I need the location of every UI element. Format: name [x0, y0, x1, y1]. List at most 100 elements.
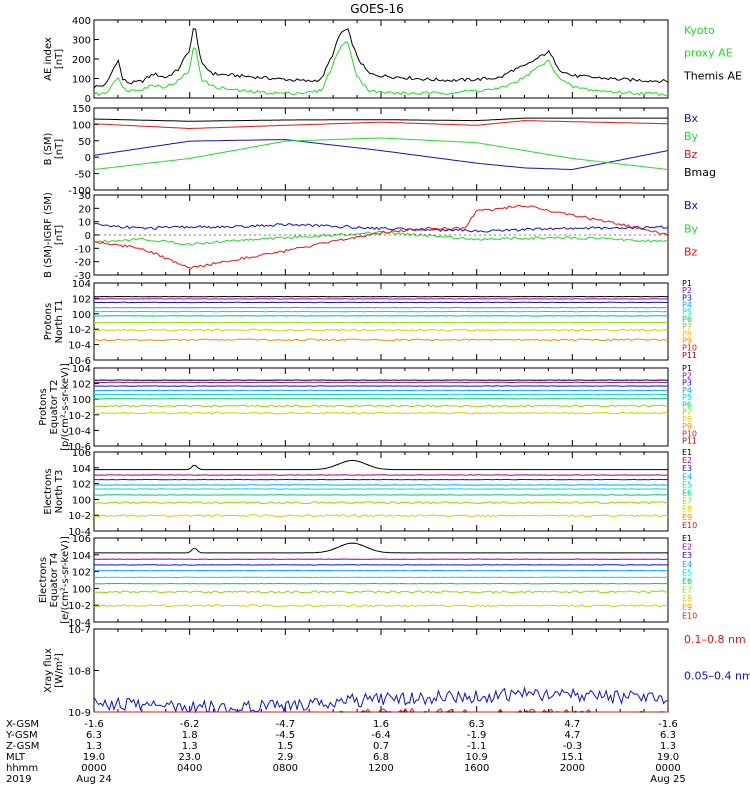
legend-entry: Bx — [684, 199, 699, 212]
x-axis-value: -6.4 — [371, 730, 391, 741]
y-tick-label: 0 — [85, 231, 91, 242]
y-tick-label: 20 — [78, 204, 91, 215]
y-tick-label: 10-4 — [68, 527, 91, 538]
x-axis-value: 19.0 — [657, 752, 679, 763]
x-axis-value: 23.0 — [179, 752, 201, 763]
legend-entry: P3 — [682, 293, 692, 302]
x-axis-value: 2.9 — [277, 752, 293, 763]
y-tick-label: 10-2 — [68, 601, 91, 612]
legend-entry: P10 — [682, 344, 697, 353]
panel-frame — [93, 19, 669, 99]
series-line-bsm-2 — [93, 117, 668, 122]
channel-line-et3-8 — [93, 514, 669, 518]
y-axis-label: [nT] — [54, 49, 65, 69]
legend-entry: E6 — [682, 577, 692, 586]
legend-entry: By — [684, 130, 699, 143]
channel-line-pt2-8 — [93, 411, 669, 415]
y-tick-label: 50 — [78, 137, 91, 148]
channel-line-pt2-7 — [93, 404, 669, 408]
legend-entry: E4 — [682, 472, 692, 481]
x-axis-row-label: Z-GSM — [6, 741, 39, 752]
x-axis-value: 0.7 — [373, 741, 389, 752]
series-line-ae-0 — [93, 28, 669, 89]
legend-entry: E2 — [682, 543, 692, 552]
y-tick-label: 100 — [72, 310, 91, 321]
panel-frame — [93, 451, 669, 532]
x-axis-value: 1.3 — [660, 741, 676, 752]
x-axis-value: 4.7 — [564, 730, 580, 741]
legend-entry: 0.05–0.4 nm — [684, 670, 750, 683]
legend-entry: Kyoto — [684, 24, 715, 37]
panel-pt1: 10-6 10-4 10-2 100 102 104 Protons North T1 P1P2… — [43, 279, 697, 367]
y-axis-label: B (SM) — [43, 132, 54, 165]
legend-entry: Bz — [684, 148, 698, 161]
y-axis-label: [nT] — [54, 225, 65, 245]
y-tick-label: -10 — [75, 244, 91, 255]
panel-et4: 10-4 10-2 100 102 104 106 Electrons Equator T4[… — [38, 534, 697, 629]
legend-entry: E8 — [682, 594, 692, 603]
legend-entry: E8 — [682, 505, 692, 514]
legend-entry: E7 — [682, 497, 692, 506]
legend-entry: Bx — [684, 112, 699, 125]
y-tick-label: 102 — [72, 480, 91, 491]
series-line-xray-10 — [94, 707, 668, 713]
y-axis-label: Equator T4 — [49, 553, 60, 608]
y-tick-label: 10-2 — [68, 511, 91, 522]
channel-line-et4-1 — [94, 542, 668, 554]
legend-entry: P9 — [682, 336, 692, 345]
y-tick-label: 104 — [72, 279, 91, 290]
legend-entry: P6 — [682, 400, 692, 409]
y-axis-label: Electrons — [38, 557, 49, 603]
y-tick-label: 400 — [72, 16, 91, 27]
y-axis-label: North T3 — [54, 470, 65, 514]
panel-pt2: 10-6 10-4 10-2 100 102 104 Protons Equator T2 [p… — [38, 363, 697, 453]
legend-entry: E5 — [682, 480, 692, 489]
x-axis-value: 10.9 — [466, 752, 488, 763]
y-tick-label: 10-4 — [68, 618, 91, 629]
series-line-bsm-3 — [93, 120, 669, 129]
y-tick-label: 200 — [72, 55, 91, 66]
y-axis-label: [W/m²] — [54, 653, 65, 688]
legend-entry: proxy AE — [684, 47, 733, 60]
legend-entry: E3 — [682, 551, 692, 560]
y-axis-label: Xray flux — [43, 648, 54, 693]
y-tick-label: 100 — [72, 75, 91, 86]
panel-frame — [93, 282, 669, 361]
y-tick-label: -100 — [68, 186, 91, 197]
x-axis-value: -0.3 — [563, 741, 583, 752]
legend-entry: Bz — [684, 246, 698, 259]
channel-line-pt1-8 — [93, 328, 669, 332]
x-axis-value: 15.1 — [561, 752, 583, 763]
y-tick-label: 104 — [72, 364, 91, 375]
legend-entry: P2 — [682, 286, 692, 295]
y-tick-label: 10-4 — [68, 426, 91, 437]
legend-entry: Bmag — [684, 166, 716, 179]
y-tick-label: 300 — [72, 36, 91, 47]
legend-entry: P5 — [682, 393, 692, 402]
y-axis-label: Electrons — [43, 468, 54, 514]
y-tick-label: 104 — [72, 464, 91, 475]
legend-entry: By — [684, 222, 699, 235]
y-tick-label: -20 — [75, 258, 91, 269]
series-line-bigrf-6 — [93, 222, 669, 233]
series-line-bigrf-8 — [93, 204, 669, 270]
x-axis-value: 6.3 — [86, 730, 102, 741]
legend-entry: E7 — [682, 586, 692, 595]
y-tick-label: 150 — [72, 104, 91, 115]
x-axis-value: 1200 — [368, 763, 393, 774]
panel-bigrf: -30 -20 -10 0 10 20 30 B (SM)-IGRF (SM) [nT] Bx By… — [43, 191, 699, 282]
x-axis-value: 6.3 — [660, 730, 676, 741]
x-axis-value: Aug 25 — [650, 774, 685, 785]
series-line-ae-1 — [93, 41, 669, 97]
y-axis-label: [nT] — [54, 139, 65, 159]
x-axis-row-label: Y-GSM — [5, 730, 38, 741]
panel-bsm: -100 -50 0 50 100 150 B (SM) [nT] Bx By Bz Bmag — [43, 104, 716, 197]
channel-line-et3-1 — [94, 459, 668, 471]
x-axis-value: 0000 — [655, 763, 680, 774]
legend-entry: P1 — [682, 279, 692, 288]
y-tick-label: 30 — [78, 191, 91, 202]
legend-entry: P7 — [682, 322, 692, 331]
legend-entry: E4 — [682, 560, 692, 569]
y-tick-label: 102 — [72, 380, 91, 391]
